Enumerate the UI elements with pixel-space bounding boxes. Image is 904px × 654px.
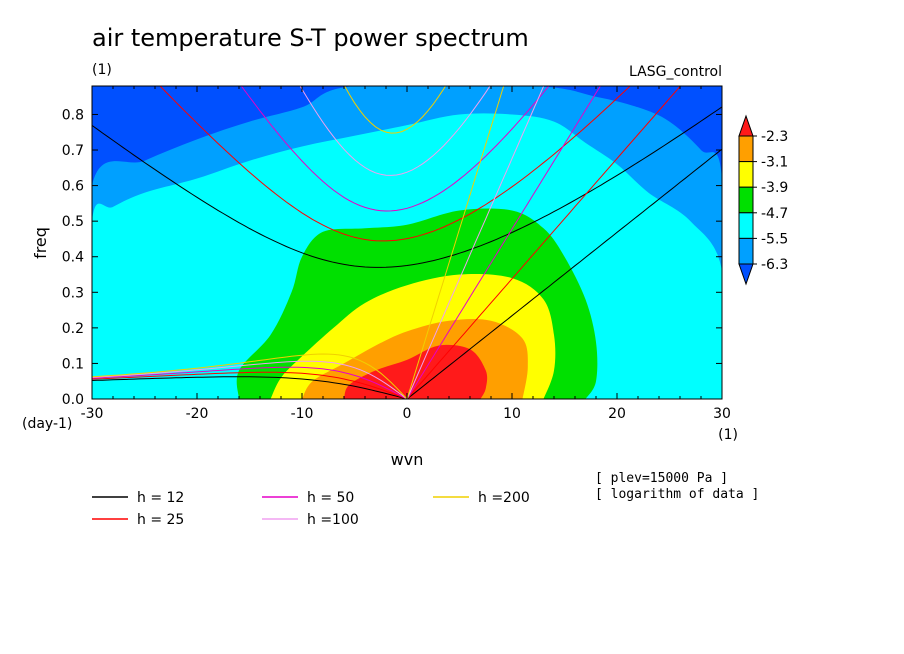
legend-item-h12: h = 12 (92, 490, 184, 506)
colorbar-bottom-arrow (738, 263, 754, 286)
x-tick-label: 10 (503, 406, 521, 422)
y-tick-label: 0.5 (62, 214, 84, 230)
legend-item-h100: h =100 (262, 512, 359, 528)
colorbar-label: -6.3 (761, 257, 788, 273)
legend-item-h25: h = 25 (92, 512, 184, 528)
disp-100-inertia-gravity-curve (299, 86, 491, 176)
note-plev: [ plev=15000 Pa ] (595, 471, 728, 486)
legend-item-h50: h = 50 (262, 490, 354, 506)
disp-25-kelvin-curve (406, 86, 682, 399)
disp-50-rossby-curve (92, 366, 408, 399)
disp-12-kelvin-curve (406, 148, 722, 399)
disp-50-inertia-gravity-curve (240, 86, 550, 212)
disp-12-rossby-curve (92, 376, 408, 399)
colorbar-label: -4.7 (761, 206, 788, 222)
y-tick-label: 0.2 (62, 321, 84, 337)
colorbar-label: -5.5 (761, 231, 788, 247)
x-tick-label: 30 (713, 406, 731, 422)
legend-item-h200: h =200 (433, 490, 530, 506)
chart-title: air temperature S-T power spectrum (92, 24, 529, 52)
x-axis-label: wvn (391, 450, 424, 469)
y-axis-unit: (day-1) (22, 416, 72, 432)
disp-25-inertia-gravity-curve (159, 86, 631, 242)
legend-label: h = 12 (137, 490, 184, 506)
legend: h = 12 h = 25 h = 50 h =100 h =200 (92, 490, 530, 528)
colorbar-segment (738, 186, 754, 214)
colorbar-label: -2.3 (761, 129, 788, 145)
disp-200-kelvin-curve (406, 86, 505, 399)
disp-25-rossby-curve (92, 371, 408, 399)
y-tick-label: 0.1 (62, 356, 84, 372)
x-tick-label: 20 (608, 406, 626, 422)
contour-fills (92, 86, 722, 399)
y-tick-label: 0.0 (62, 392, 84, 408)
dispersion-curves (92, 86, 722, 399)
colorbar: -2.3 -3.1 -3.9 -4.7 -5.5 -6.3 (738, 114, 788, 286)
y-axis-ticks: 0.0 0.1 0.2 0.3 0.4 0.5 0.6 0.7 0.8 (62, 107, 722, 408)
x-axis-ticks: -30 -20 -10 0 10 20 30 (81, 86, 731, 422)
y-tick-label: 0.6 (62, 179, 84, 195)
x-tick-label: -10 (291, 406, 314, 422)
legend-label: h = 50 (307, 490, 354, 506)
legend-label: h =200 (478, 490, 530, 506)
colorbar-label: -3.9 (761, 180, 788, 196)
y-tick-label: 0.3 (62, 285, 84, 301)
y-tick-label: 0.7 (62, 143, 84, 159)
colorbar-segment (738, 212, 754, 239)
disp-12-inertia-gravity-curve (92, 106, 722, 268)
colorbar-top-arrow (738, 114, 754, 137)
chart-subtitle-left: (1) (92, 62, 112, 78)
disp-200-inertia-gravity-curve (344, 86, 447, 134)
x-axis-unit: (1) (718, 427, 738, 443)
y-axis-label: freq (31, 227, 50, 259)
plot-area: -30 -20 -10 0 10 20 30 0.00.10.20.30.40.50.60.… (62, 85, 731, 422)
legend-label: h = 25 (137, 512, 184, 528)
disp-100-kelvin-curve (406, 86, 545, 399)
colorbar-segment (738, 135, 754, 163)
colorbar-label: -3.1 (761, 155, 788, 171)
colorbar-segment (738, 161, 754, 188)
x-tick-label: -30 (81, 406, 104, 422)
disp-100-rossby-curve (92, 360, 408, 399)
colorbar-segment (738, 237, 754, 265)
note-log: [ logarithm of data ] (595, 487, 759, 502)
y-tick-label: 0.4 (62, 250, 84, 266)
chart-subtitle-right: LASG_control (629, 64, 722, 80)
disp-200-rossby-curve (92, 353, 408, 399)
x-tick-label: 0 (403, 406, 412, 422)
disp-50-kelvin-curve (406, 86, 601, 399)
legend-label: h =100 (307, 512, 359, 528)
x-tick-label: -20 (186, 406, 209, 422)
y-tick-label: 0.8 (62, 107, 84, 123)
